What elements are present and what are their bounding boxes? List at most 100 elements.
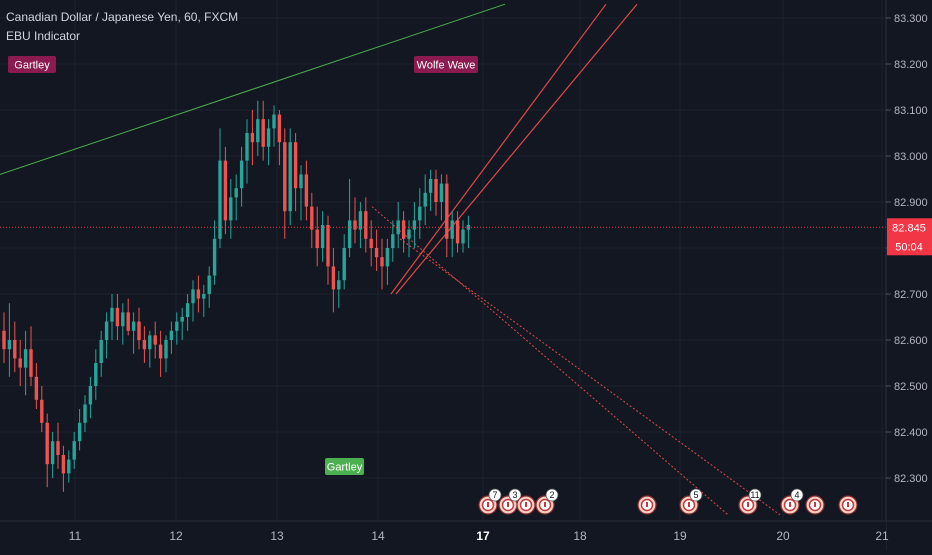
- candle: [364, 197, 368, 253]
- event-markers: 7 3 2 5 11 4: [478, 488, 858, 515]
- flag-icon-pole: [747, 502, 749, 507]
- candle-body: [77, 422, 82, 442]
- candle: [418, 188, 422, 239]
- candle-body: [153, 335, 157, 345]
- candle: [207, 266, 211, 308]
- candle: [299, 165, 303, 221]
- candle: [245, 119, 249, 184]
- event-count-label: 4: [794, 490, 799, 500]
- price-tick-label: 83.200: [894, 59, 928, 71]
- candle-body: [180, 317, 184, 322]
- price-tick-label: 82.900: [894, 197, 928, 209]
- event-marker: [516, 495, 536, 515]
- price-tick-label: 83.300: [894, 13, 928, 25]
- candle: [212, 220, 217, 285]
- candle: [277, 110, 282, 166]
- pattern-labels: Gartley Wolfe Wave Gartley: [8, 56, 478, 475]
- candle-body: [56, 441, 60, 455]
- candle: [369, 220, 373, 267]
- candle: [67, 450, 71, 483]
- candle: [445, 174, 449, 258]
- candle-body: [283, 142, 287, 212]
- candle-body: [358, 211, 363, 230]
- candle: [320, 211, 325, 262]
- candle: [407, 220, 411, 258]
- candle-body: [121, 312, 125, 327]
- candle-body: [23, 349, 28, 368]
- candle: [83, 395, 87, 432]
- time-tick-label: 14: [371, 529, 385, 543]
- candle: [385, 238, 390, 285]
- flag-icon-pole: [814, 502, 816, 507]
- candles: [2, 100, 471, 492]
- candle: [218, 128, 222, 248]
- candle: [374, 229, 379, 271]
- candle-body: [423, 192, 427, 207]
- event-count-badge: [545, 488, 559, 502]
- event-marker: [838, 495, 858, 515]
- candle: [288, 128, 292, 225]
- candle-body: [50, 441, 55, 465]
- candle: [396, 202, 400, 248]
- event-count-label: 5: [693, 490, 698, 500]
- event-marker: 11: [738, 488, 762, 515]
- candle: [347, 179, 352, 258]
- candle-body: [72, 441, 76, 460]
- candle-body: [229, 197, 233, 221]
- candle: [223, 146, 228, 235]
- countdown-label: 50:04: [895, 241, 923, 253]
- candle: [50, 432, 55, 478]
- price-tick-label: 82.700: [894, 289, 928, 301]
- trendlines: [0, 3, 781, 516]
- candle: [439, 174, 444, 221]
- candle: [29, 326, 33, 386]
- candle-body: [34, 376, 39, 400]
- candle-body: [461, 229, 465, 244]
- candle: [272, 105, 276, 147]
- candle-body: [261, 119, 265, 147]
- candle: [153, 321, 157, 359]
- candle-body: [310, 206, 314, 230]
- pattern-label: Gartley: [8, 56, 56, 73]
- candle: [61, 445, 66, 492]
- candle: [380, 238, 384, 290]
- candle: [40, 386, 44, 432]
- candle-body: [434, 179, 438, 202]
- time-tick-label: 17: [476, 529, 490, 543]
- candle-body: [2, 330, 6, 350]
- candle: [137, 307, 141, 350]
- candle-body: [245, 133, 249, 161]
- candle-body: [320, 225, 325, 248]
- candle: [391, 220, 395, 262]
- price-tick-label: 82.500: [894, 381, 928, 393]
- candle: [283, 128, 287, 239]
- candle-body: [250, 133, 255, 143]
- candle: [7, 303, 12, 377]
- candle-body: [104, 321, 109, 340]
- event-marker: 2: [535, 488, 559, 515]
- wolfe-line-1: [390, 3, 607, 295]
- candle-body: [401, 220, 406, 239]
- candle: [158, 330, 163, 377]
- event-count-badge: [790, 488, 804, 502]
- candle-body: [445, 183, 449, 239]
- price-axis-bg: [886, 0, 932, 550]
- time-tick-label: 13: [270, 529, 284, 543]
- candle: [115, 294, 120, 340]
- candle: [126, 298, 130, 336]
- candle-body: [40, 399, 44, 423]
- time-tick-label: 21: [875, 529, 889, 543]
- candle: [131, 312, 136, 354]
- price-axis[interactable]: 83.30083.20083.10083.00082.90082.80082.7…: [885, 0, 932, 550]
- price-tick-label: 82.400: [894, 427, 928, 439]
- time-axis[interactable]: 11 12 13 14 17 18 19 20 21: [0, 520, 932, 550]
- candle-body: [391, 234, 395, 248]
- candle: [450, 211, 454, 258]
- candle: [18, 340, 22, 386]
- event-marker: [637, 495, 657, 515]
- price-tick-label: 82.300: [894, 473, 928, 485]
- event-count-label: 11: [750, 490, 759, 500]
- candle: [104, 312, 109, 359]
